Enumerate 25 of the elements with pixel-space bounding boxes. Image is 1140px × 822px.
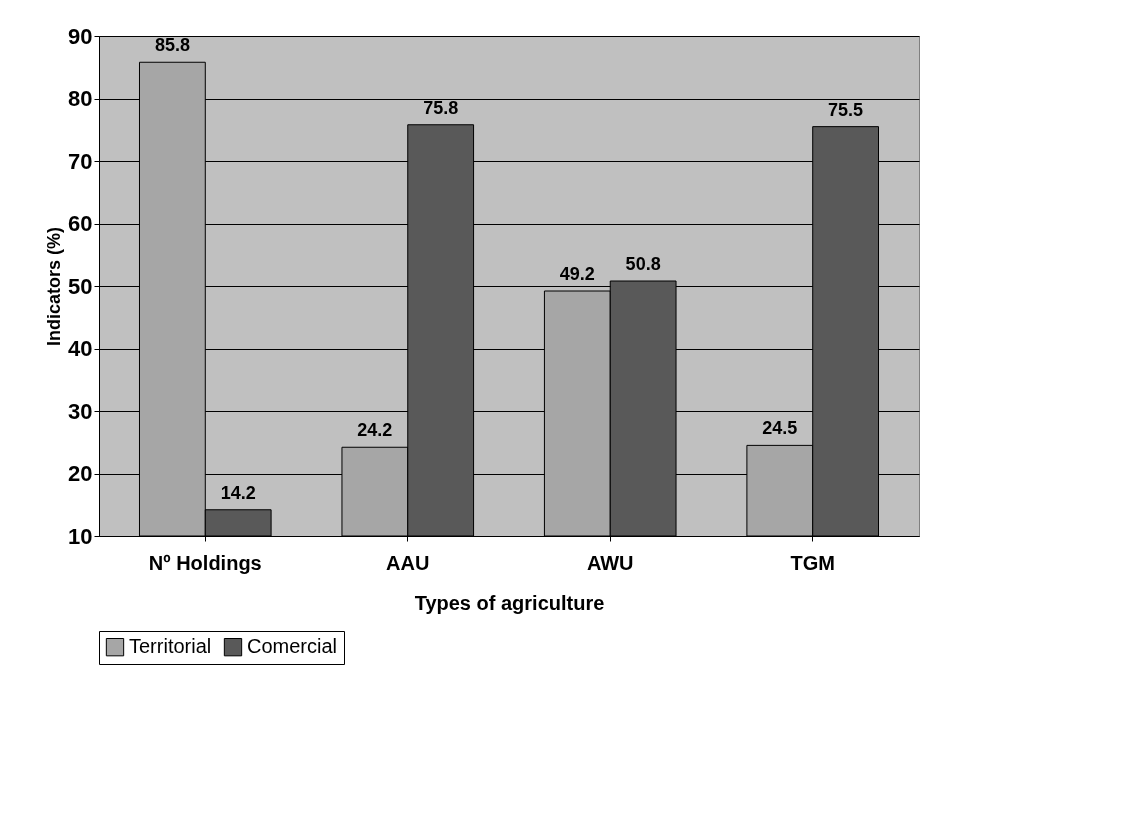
y-tick-label: 80 <box>68 86 93 111</box>
y-tick-label: 30 <box>68 398 93 424</box>
y-tick-label: 50 <box>68 273 93 299</box>
y-tick-label: 60 <box>68 211 93 236</box>
y-tick-label: 20 <box>68 461 93 486</box>
data-label: 85.8 <box>154 35 190 56</box>
data-label: 75.8 <box>423 97 459 118</box>
x-tick-label: AWU <box>586 551 634 574</box>
y-tick-label: 90 <box>68 23 93 49</box>
data-label: 24.5 <box>762 418 798 439</box>
y-tick-label: 10 <box>68 523 93 549</box>
data-label: 24.2 <box>357 420 393 441</box>
data-label: 14.2 <box>220 482 256 503</box>
y-tick-label: 70 <box>68 148 93 174</box>
legend-label: Comercial <box>247 635 338 658</box>
x-axis-title: Types of agriculture <box>414 591 605 614</box>
x-tick-label: Nº Holdings <box>148 551 262 574</box>
y-tick-label: 40 <box>68 336 93 361</box>
x-tick-label: AAU <box>386 551 430 574</box>
data-label: 75.5 <box>828 99 864 120</box>
x-tick-label: TGM <box>790 551 835 574</box>
legend-label: Territorial <box>129 635 212 658</box>
data-label: 49.2 <box>559 264 595 284</box>
y-axis-title: Indicators (%) <box>44 226 65 347</box>
data-label: 50.8 <box>625 254 661 274</box>
